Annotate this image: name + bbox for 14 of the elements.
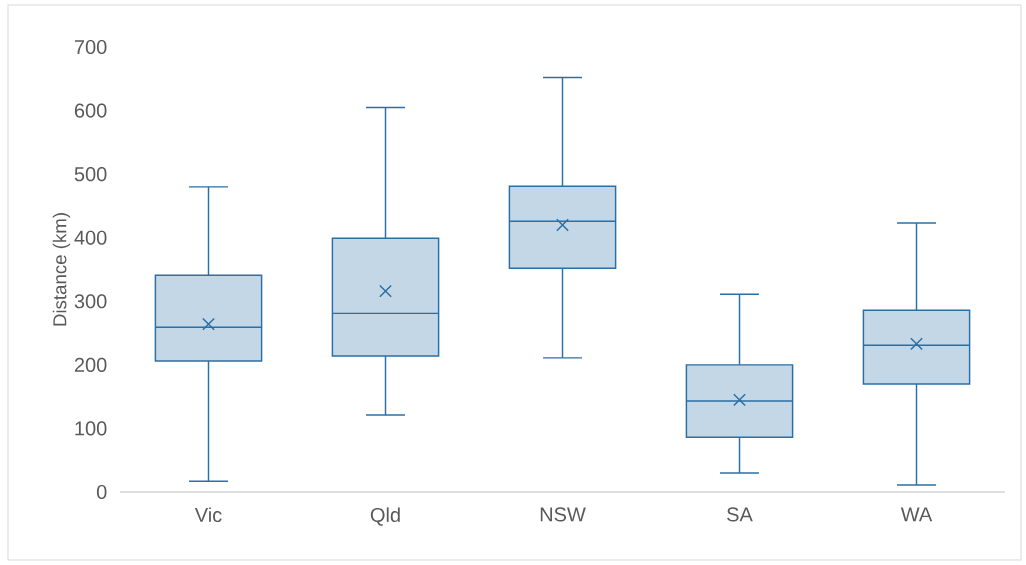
- y-tick-label: 500: [74, 167, 107, 182]
- y-tick-label: 600: [74, 103, 107, 118]
- y-tick-label: 700: [74, 39, 107, 55]
- x-tick-label: NSW: [540, 507, 586, 522]
- y-tick-label: 0: [96, 484, 107, 500]
- x-tick-label: Vic: [194, 507, 222, 523]
- x-tick-label: WA: [900, 507, 933, 522]
- x-tick-label: SA: [727, 507, 753, 522]
- y-axis-title: Distance (km): [52, 213, 71, 326]
- y-tick-label: 100: [75, 421, 107, 436]
- y-tick-label: 200: [74, 357, 107, 372]
- y-tick-label: 300: [74, 294, 107, 309]
- x-tick-label: Qld: [370, 507, 400, 526]
- y-tick-label: 400: [74, 230, 107, 245]
